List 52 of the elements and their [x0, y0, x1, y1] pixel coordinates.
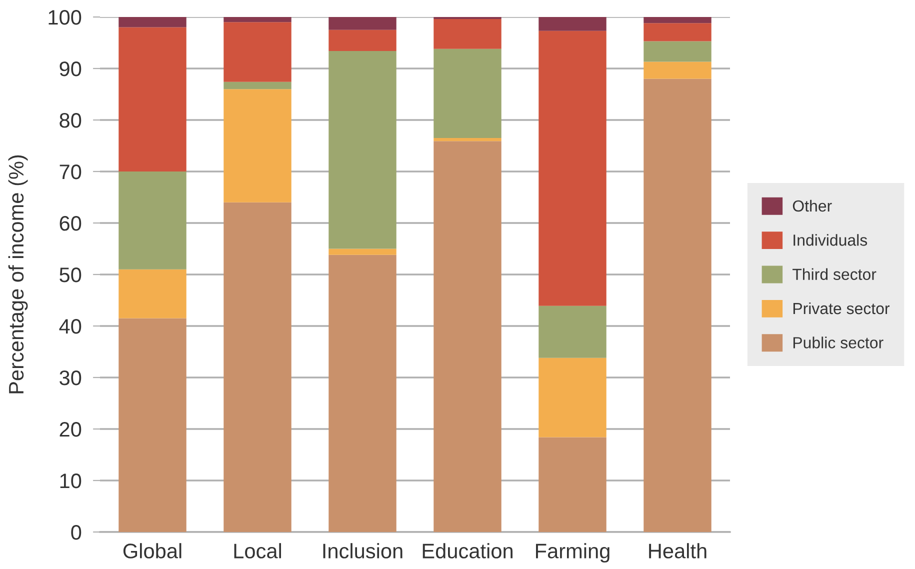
y-axis-title: Percentage of income (%)	[8, 155, 28, 394]
bar	[644, 23, 712, 42]
y-tick-label: 10	[60, 474, 82, 488]
bar	[328, 254, 396, 532]
bar	[328, 50, 396, 249]
x-tick-label: Education	[422, 543, 512, 558]
bar	[118, 318, 186, 532]
bar	[434, 19, 502, 49]
bar	[328, 30, 396, 51]
x-tick-label: Farming	[536, 543, 610, 563]
y-tick-label: 30	[60, 370, 82, 386]
bar	[434, 141, 502, 532]
bar	[118, 269, 186, 318]
bar	[644, 62, 712, 79]
bar	[118, 17, 186, 28]
y-tick-label: 90	[60, 62, 82, 76]
legend-label: Third sector	[792, 268, 876, 280]
bar	[538, 437, 606, 532]
legend-label: Public sector	[793, 336, 884, 348]
bar	[538, 306, 606, 358]
bar	[328, 17, 396, 30]
bar	[434, 138, 502, 142]
bar	[538, 358, 606, 438]
bar	[434, 48, 502, 138]
y-tick-label: 100	[48, 10, 82, 25]
bar	[224, 89, 292, 202]
legend-label: Private sector	[793, 302, 890, 314]
x-tick-label: Local	[234, 543, 282, 558]
bar	[224, 82, 292, 90]
bar	[538, 30, 606, 306]
bar	[644, 41, 712, 62]
y-tick-label: 80	[60, 113, 82, 128]
legend-label: Other	[792, 200, 832, 212]
legend-label: Individuals	[794, 234, 868, 246]
bar	[224, 22, 292, 82]
x-tick-label: Health	[649, 543, 706, 558]
y-tick-label: 0	[71, 525, 82, 540]
bar	[118, 172, 186, 270]
bar	[224, 202, 292, 532]
x-tick-label: Global	[123, 543, 182, 558]
bar	[644, 17, 712, 24]
bar	[538, 17, 606, 31]
bar	[644, 78, 712, 532]
y-tick-label: 60	[60, 216, 82, 231]
bar	[328, 248, 396, 255]
y-tick-label: 70	[60, 164, 82, 180]
y-tick-label: 20	[60, 422, 82, 437]
bar	[118, 27, 186, 172]
y-tick-label: 40	[59, 319, 82, 334]
x-tick-label: Inclusion	[323, 543, 402, 558]
y-tick-label: 50	[60, 268, 82, 282]
bar	[224, 17, 292, 22]
